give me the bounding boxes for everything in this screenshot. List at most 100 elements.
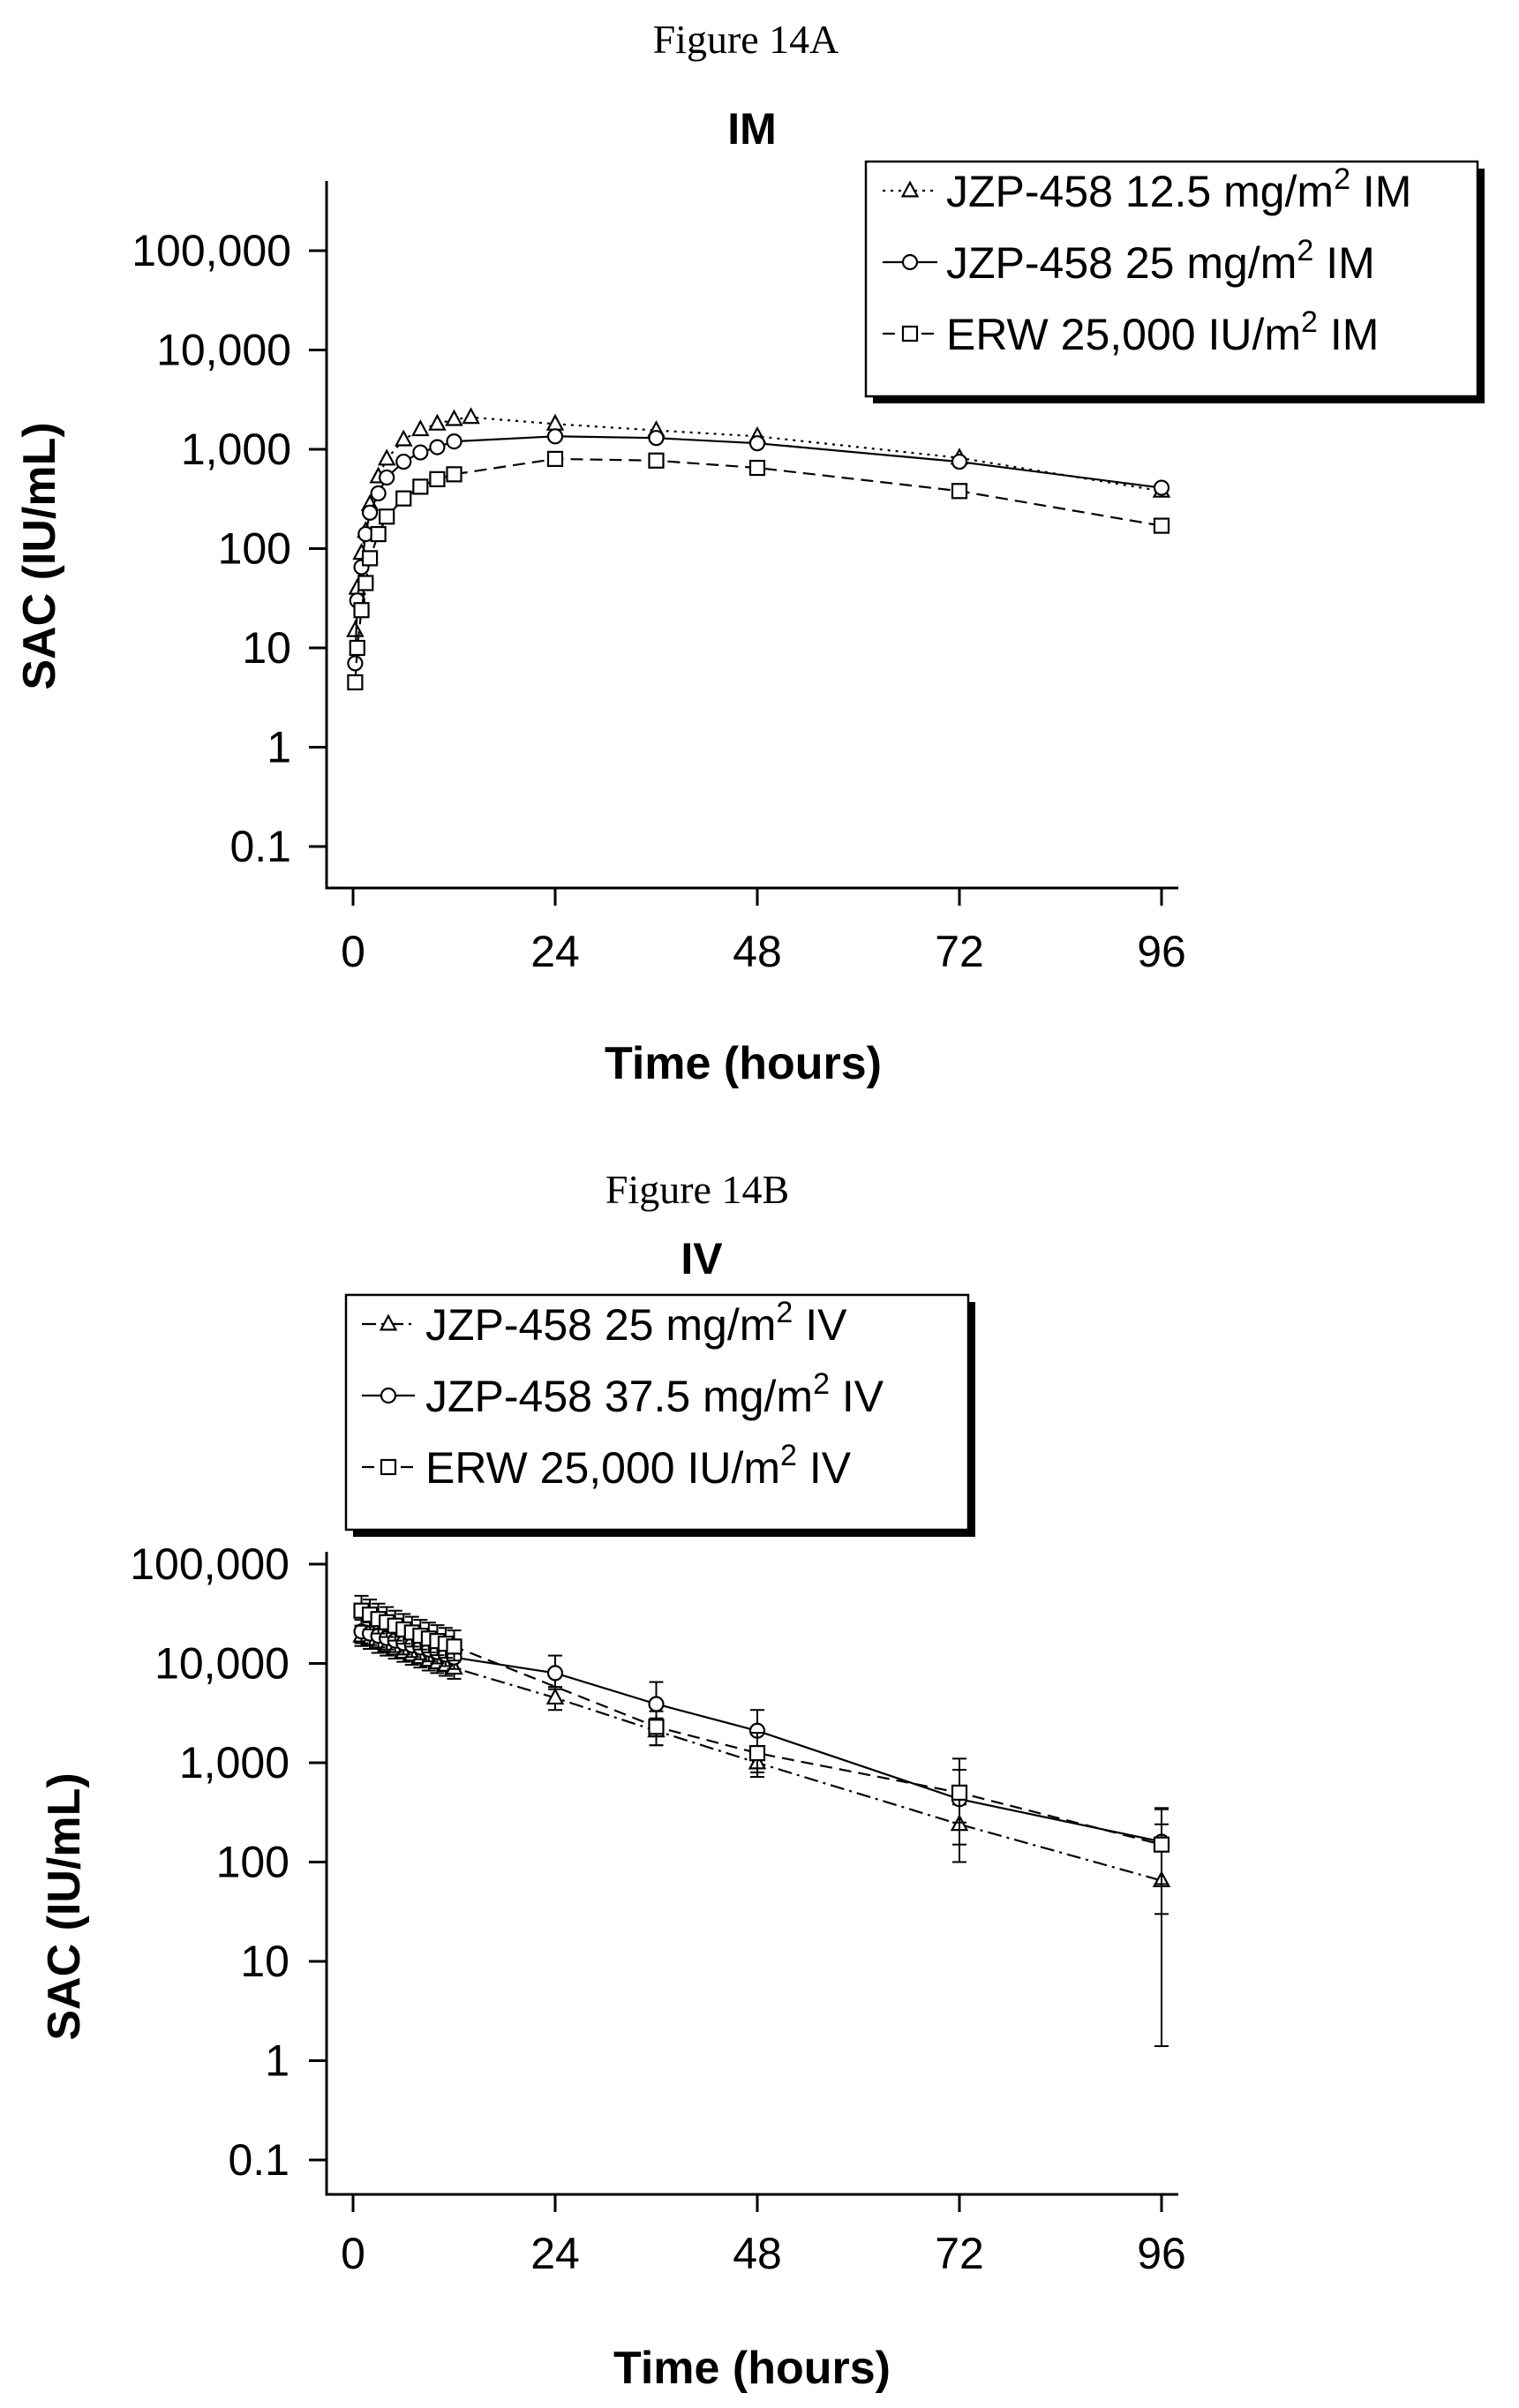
y-tick-label: 0.1: [229, 822, 291, 871]
data-point: [379, 469, 395, 486]
chart-title: IM: [727, 104, 777, 154]
data-point: [349, 639, 365, 657]
series-3: [353, 1594, 1170, 1885]
legend-box: [864, 160, 1479, 398]
x-axis: 0 24 48 72 96: [341, 2194, 1186, 2278]
y-tick-label: 100: [218, 524, 291, 574]
data-point: [370, 525, 387, 543]
x-tick-label: 72: [935, 927, 984, 976]
data-point: [347, 673, 364, 691]
chart-panel-iv: Figure 14B IV 0.1 1 10 100 1,000 10,000 100,00…: [39, 1167, 1186, 2394]
x-axis-label: Time (hours): [605, 1038, 882, 1089]
plot-area: [346, 407, 1171, 691]
x-tick-label: 96: [1137, 927, 1186, 976]
data-point: [395, 429, 413, 447]
x-tick-label: 24: [530, 2229, 580, 2278]
data-point: [379, 508, 395, 525]
legend-box: [344, 1293, 970, 1531]
y-tick-label: 1,000: [179, 1738, 290, 1787]
data-point: [545, 413, 565, 431]
data-point: [1153, 479, 1170, 496]
data-point: [546, 1665, 564, 1682]
data-point: [1153, 517, 1170, 534]
legend: JZP-458 12.5 mg/m2 IM JZP-458 25 mg/m2 IM…: [864, 160, 1485, 403]
y-tick-label: 100,000: [132, 226, 291, 275]
data-point: [412, 444, 429, 461]
data-point: [357, 575, 374, 591]
x-tick-label: 96: [1137, 2229, 1186, 2278]
axis-lines: [325, 1552, 1178, 2196]
data-point: [446, 433, 462, 450]
data-point: [748, 1744, 766, 1762]
y-axis: 0.1 1 10 100 1,000 10,000 100,000: [130, 1539, 327, 2185]
data-point: [546, 450, 564, 468]
legend-label: JZP-458 25 mg/m2 IM: [946, 234, 1375, 288]
y-tick-label: 10: [242, 623, 291, 673]
axis-lines: [325, 181, 1178, 890]
data-point: [648, 430, 665, 447]
x-tick-label: 0: [341, 927, 365, 976]
x-tick-label: 72: [935, 2229, 984, 2278]
data-point: [545, 1687, 565, 1705]
y-tick-label: 100: [216, 1838, 290, 1887]
data-point: [462, 407, 480, 425]
series-3: [347, 450, 1170, 691]
data-point: [429, 470, 446, 487]
data-point: [370, 485, 387, 502]
data-point: [748, 435, 766, 452]
legend-marker: [380, 1458, 397, 1476]
data-point: [951, 483, 968, 500]
x-tick-label: 48: [733, 927, 782, 976]
figure-caption: Figure 14B: [605, 1167, 789, 1212]
data-point: [1153, 1836, 1170, 1853]
figure-caption: Figure 14A: [653, 17, 839, 62]
legend-marker: [380, 1387, 397, 1404]
series-line: [354, 416, 1162, 631]
y-tick-label: 1,000: [181, 425, 291, 474]
data-point: [951, 453, 968, 470]
x-axis-label: Time (hours): [613, 2343, 891, 2394]
legend-marker: [901, 253, 919, 271]
data-point: [353, 602, 370, 619]
x-tick-label: 24: [530, 927, 580, 976]
chart-title: IV: [681, 1234, 723, 1283]
legend-label: ERW 25,000 IU/m2 IM: [946, 305, 1379, 359]
x-tick-label: 0: [341, 2229, 365, 2278]
data-point: [648, 452, 665, 469]
y-tick-label: 0.1: [228, 2135, 290, 2185]
y-axis-label: SAC (IU/mL): [14, 422, 65, 689]
y-tick-label: 10,000: [154, 1639, 290, 1689]
data-point: [429, 439, 446, 455]
data-point: [951, 1784, 968, 1801]
legend-label: JZP-458 25 mg/m2 IV: [425, 1296, 847, 1350]
chart-panel-im: Figure 14A IM 0.1 1 10 100 1,000 10,000 100,00…: [14, 17, 1485, 1089]
data-point: [428, 413, 447, 431]
data-point: [648, 1719, 665, 1735]
legend-marker: [900, 180, 920, 198]
data-point: [446, 1638, 462, 1655]
y-axis-label: SAC (IU/mL): [39, 1772, 90, 2040]
series-1: [352, 1624, 1171, 2048]
legend-marker: [379, 1313, 398, 1331]
y-tick-label: 100,000: [130, 1539, 290, 1589]
legend-marker: [901, 325, 919, 342]
data-point: [412, 478, 429, 495]
data-point: [347, 655, 364, 672]
data-point: [648, 1696, 665, 1712]
y-tick-label: 10,000: [156, 326, 291, 375]
series-line: [354, 457, 1162, 683]
y-tick-label: 10: [240, 1937, 290, 1986]
legend-label: JZP-458 37.5 mg/m2 IV: [425, 1367, 884, 1421]
data-point: [445, 409, 463, 426]
data-point: [395, 453, 412, 470]
data-point: [346, 620, 365, 637]
data-point: [377, 448, 396, 466]
legend: JZP-458 25 mg/m2 IV JZP-458 37.5 mg/m2 IV…: [344, 1293, 975, 1537]
x-axis: 0 24 48 72 96: [341, 888, 1186, 976]
data-point: [395, 490, 412, 507]
legend-label: JZP-458 12.5 mg/m2 IM: [946, 162, 1411, 216]
data-point: [546, 428, 564, 445]
y-tick-label: 1: [267, 723, 291, 772]
plot-area: [352, 1594, 1171, 2048]
